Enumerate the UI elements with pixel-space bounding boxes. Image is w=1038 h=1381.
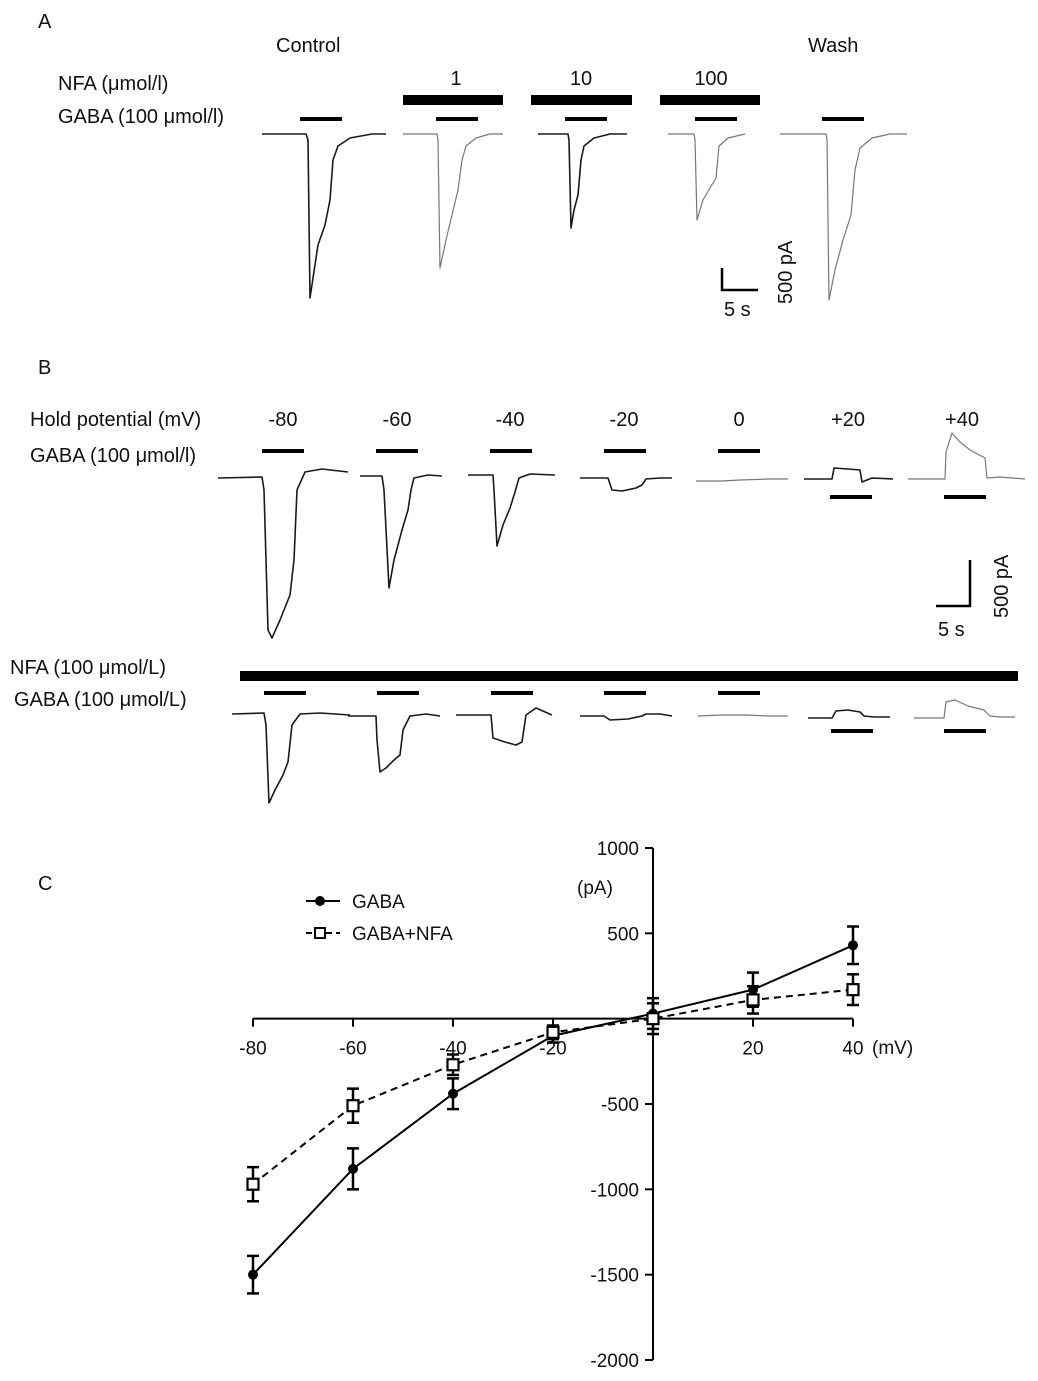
series-gaba-nfa bbox=[246, 973, 860, 1203]
y-tick-label: 500 bbox=[607, 924, 639, 945]
trace-top-minus20 bbox=[580, 477, 672, 492]
x-tick-label: -20 bbox=[539, 1039, 566, 1060]
potential-label-minus60: -60 bbox=[383, 409, 412, 431]
legend-marker-gaba-nfa bbox=[314, 927, 326, 939]
x-axis: -80 -60 -40 -20 20 40 bbox=[239, 1017, 864, 1060]
trace-wash bbox=[780, 133, 907, 301]
trace-bottom-0 bbox=[697, 714, 788, 717]
panel-b-letter: B bbox=[38, 357, 51, 379]
nfa-label-bottom: NFA (100 μmol/L) bbox=[10, 657, 166, 679]
x-tick-label: -40 bbox=[439, 1039, 466, 1060]
y-tick-label: -2000 bbox=[590, 1351, 639, 1372]
scale-time-a: 5 s bbox=[724, 299, 751, 321]
chart-legend: GABA GABA+NFA bbox=[306, 892, 453, 945]
y-tick-label: 1000 bbox=[597, 839, 639, 860]
data-point bbox=[348, 1163, 358, 1174]
panel-c: C 1000 500 -500 -1000 -1500 -2000 -80 -60 -40 -2… bbox=[38, 839, 913, 1372]
series-gaba bbox=[247, 925, 859, 1295]
panel-a: A Control Wash NFA (μmol/l) GABA (100 μm… bbox=[38, 11, 907, 321]
legend-label-gaba: GABA bbox=[352, 892, 405, 913]
data-point bbox=[846, 983, 860, 997]
panel-a-letter: A bbox=[38, 11, 52, 33]
nfa-concentration-10: 10 bbox=[570, 68, 592, 90]
legend-label-gaba-nfa: GABA+NFA bbox=[352, 924, 453, 945]
data-point bbox=[346, 1099, 360, 1113]
trace-nfa-100 bbox=[668, 133, 746, 221]
trace-top-minus60 bbox=[360, 474, 443, 589]
scale-current-b: 500 pA bbox=[991, 554, 1013, 618]
trace-bottom-minus20 bbox=[580, 713, 673, 721]
nfa-concentration-1: 1 bbox=[450, 68, 461, 90]
wash-label: Wash bbox=[808, 35, 858, 57]
data-point bbox=[448, 1088, 458, 1099]
gaba-label-bottom: GABA (100 μmol/L) bbox=[14, 689, 187, 711]
gaba-label-top: GABA (100 μmol/l) bbox=[30, 445, 196, 467]
trace-top-minus80 bbox=[217, 468, 349, 639]
data-point bbox=[248, 1269, 258, 1280]
x-tick-label: -60 bbox=[339, 1039, 366, 1060]
data-point bbox=[246, 1177, 260, 1191]
series-line bbox=[252, 944, 854, 1276]
y-tick-label: -1000 bbox=[590, 1180, 639, 1201]
scale-bar-b bbox=[936, 560, 972, 608]
legend-marker-gaba bbox=[315, 896, 325, 906]
potential-label-minus20: -20 bbox=[610, 409, 639, 431]
scale-time-b: 5 s bbox=[938, 619, 965, 641]
nfa-concentration-label: NFA (μmol/l) bbox=[58, 73, 168, 95]
data-point bbox=[848, 940, 858, 951]
control-label: Control bbox=[276, 35, 340, 57]
trace-top-minus40 bbox=[468, 473, 556, 547]
nfa-concentration-100: 100 bbox=[694, 68, 727, 90]
trace-top-plus40 bbox=[908, 432, 1026, 480]
potential-label-minus40: -40 bbox=[496, 409, 525, 431]
potential-label-plus40: +40 bbox=[945, 409, 979, 431]
y-tick-label: -500 bbox=[601, 1095, 639, 1116]
data-point bbox=[446, 1058, 460, 1072]
y-axis: 1000 500 -500 -1000 -1500 -2000 bbox=[590, 839, 654, 1372]
trace-bottom-plus20 bbox=[808, 709, 890, 719]
trace-nfa-1 bbox=[403, 133, 503, 269]
y-axis-unit: (pA) bbox=[577, 878, 613, 899]
y-tick-label: -1500 bbox=[590, 1266, 639, 1287]
trace-control bbox=[262, 133, 386, 299]
potential-label-0: 0 bbox=[733, 409, 744, 431]
trace-top-0 bbox=[696, 478, 788, 482]
trace-bottom-minus40 bbox=[456, 707, 553, 746]
data-point bbox=[746, 993, 760, 1007]
data-point bbox=[646, 1012, 660, 1026]
panel-b: B Hold potential (mV) GABA (100 μmol/l) … bbox=[10, 357, 1026, 804]
scale-current-a: 500 pA bbox=[775, 240, 797, 304]
potential-label-minus80: -80 bbox=[269, 409, 298, 431]
hold-potential-label: Hold potential (mV) bbox=[30, 409, 201, 431]
trace-top-plus20 bbox=[804, 467, 894, 483]
potential-label-plus20: +20 bbox=[831, 409, 865, 431]
x-tick-label: 40 bbox=[842, 1039, 863, 1060]
x-axis-unit: (mV) bbox=[872, 1038, 913, 1059]
trace-bottom-plus40 bbox=[914, 699, 1015, 719]
trace-bottom-minus80 bbox=[231, 712, 351, 804]
data-point bbox=[546, 1025, 560, 1039]
trace-nfa-10 bbox=[538, 133, 627, 229]
trace-bottom-minus60 bbox=[348, 713, 441, 773]
x-tick-label: -80 bbox=[239, 1039, 266, 1060]
gaba-application-label: GABA (100 μmol/l) bbox=[58, 106, 224, 128]
scale-bar-a bbox=[720, 268, 758, 292]
x-tick-label: 20 bbox=[742, 1039, 763, 1060]
chart-plot-area: 1000 500 -500 -1000 -1500 -2000 -80 -60 -40 -20 2… bbox=[239, 839, 863, 1372]
panel-c-letter: C bbox=[38, 873, 52, 895]
